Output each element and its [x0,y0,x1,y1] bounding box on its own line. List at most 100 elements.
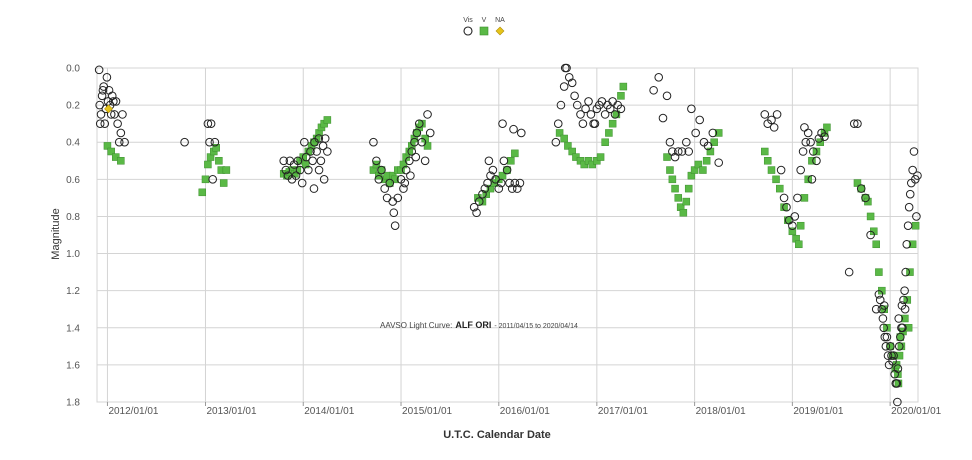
vis-point [300,137,309,147]
vis-point [502,165,512,175]
vis-point [208,175,218,184]
vis-point [390,221,400,231]
vis-point [425,128,435,138]
vis-point [896,332,905,342]
v-point [617,92,625,100]
y-axis-ticks: 0.0 0.2 0.4 0.6 0.8 1.0 1.2 1.4 1.6 1.8 [66,64,80,409]
vis-point [866,230,875,240]
y-tick-label: 0.0 [66,64,80,75]
vis-point [586,110,596,119]
vis-point [100,119,110,128]
v-point [605,129,613,137]
vis-point [106,110,116,119]
y-tick-label: 0.8 [66,212,80,223]
vis-point [377,165,386,175]
v-point [560,134,568,143]
legend-label-na: NA [495,17,505,24]
x-tick-label: 2017/01/01 [598,406,648,417]
vis-point [281,165,291,175]
vis-point [600,110,610,119]
vis-point [301,152,311,162]
vis-point [564,72,574,82]
x-tick-label: 2020/01/01 [891,406,941,417]
vis-point [887,351,896,360]
vis-point [814,134,824,143]
vis-point [695,115,704,125]
vis-point [760,110,770,119]
vis-point [806,137,815,147]
vis-point [879,323,889,333]
v-point [682,197,691,206]
na-point [104,104,113,114]
vis-point [608,97,617,106]
vis-point [894,314,904,323]
vis-point [309,184,319,193]
vis-point [886,342,895,351]
chart-annotation: AAVSO Light Curve: ALF ORI - 2011/04/15 to… [380,320,578,330]
vis-point [590,119,600,128]
vis-point [516,128,526,138]
vis-point [790,212,800,221]
vis-point [820,132,829,141]
vis-point [668,147,677,156]
vis-point [649,85,658,95]
v-point [690,166,699,174]
annotation-star: ALF ORI [455,320,491,330]
v-point [511,149,519,158]
vis-point [912,212,921,221]
vis-point [567,78,577,88]
vis-point [304,165,313,175]
vis-point [494,184,504,193]
vis-point [856,184,866,193]
vis-point [405,156,414,166]
vis-point [878,314,888,323]
vis-point [888,356,897,366]
v-point [788,227,797,236]
v-point [684,184,693,193]
vis-point [111,97,121,106]
vis-point [898,323,907,333]
annotation-range: - 2011/04/15 to 2020/04/14 [494,323,578,330]
vis-point [407,147,417,156]
vis-point [480,184,490,193]
vis-point [385,178,395,188]
v-point [219,179,228,187]
legend-label-v: V [482,17,487,24]
vis-point [94,65,104,75]
data-points [94,63,922,407]
v-point [763,157,772,165]
x-tick-label: 2016/01/01 [500,406,550,417]
v-point [823,123,831,132]
vis-point [581,104,590,114]
y-tick-label: 1.4 [66,323,80,334]
v-point [706,147,715,156]
vis-point [498,119,507,128]
vis-point [853,119,862,128]
vis-point [559,82,569,91]
vis-point [800,123,809,132]
vis-point [512,184,522,193]
vis-point [551,137,561,147]
v-point [776,184,784,193]
vis-point [382,193,392,203]
v-point [699,166,707,174]
vis-point [499,156,509,166]
vis-point [120,137,129,147]
v-point [619,82,628,91]
vis-point [605,104,615,114]
vis-point [206,119,216,128]
y-tick-label: 1.0 [66,249,80,260]
y-tick-label: 0.6 [66,175,80,186]
v-point [761,147,769,156]
vis-point [474,197,484,206]
vis-point [308,156,317,166]
v-point [772,175,780,184]
vis-point [801,137,811,147]
vis-point [908,165,917,175]
legend-marker-vis [463,26,473,36]
vis-point [803,128,813,138]
vis-point [812,156,821,166]
vis-point [312,147,321,156]
x-tick-label: 2014/01/01 [304,406,354,417]
vis-point [293,156,303,166]
